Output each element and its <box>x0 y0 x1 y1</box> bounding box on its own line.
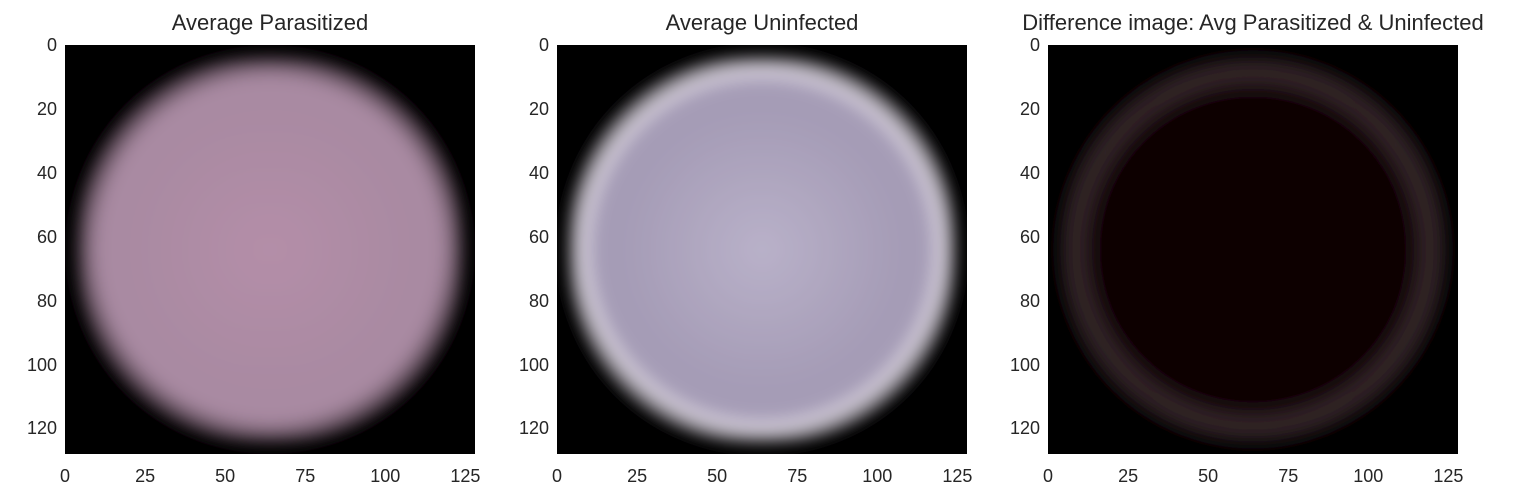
x-tick-label: 100 <box>370 466 401 486</box>
averaged-cell-image <box>567 55 957 444</box>
x-tick-label: 75 <box>1278 466 1299 486</box>
x-tick-label: 0 <box>59 466 70 486</box>
y-tick-label: 100 <box>1009 354 1040 375</box>
x-tick-label: 50 <box>215 466 236 486</box>
averaged-cell-image <box>75 55 465 444</box>
x-tick-label: 25 <box>1118 466 1139 486</box>
x-tick-label: 50 <box>1198 466 1219 486</box>
image-render <box>557 45 967 454</box>
y-tick-label: 0 <box>1029 35 1040 55</box>
image-area <box>557 45 967 454</box>
x-tick-label: 125 <box>942 466 973 486</box>
image-area <box>1048 45 1458 454</box>
x-tick-label: 0 <box>551 466 562 486</box>
y-tick-label: 120 <box>1009 418 1040 439</box>
chart-title: Average Parasitized <box>171 10 369 35</box>
image-area <box>65 45 475 454</box>
x-tick-label: 0 <box>1042 466 1053 486</box>
x-tick-label: 75 <box>295 466 316 486</box>
image-background <box>557 45 967 454</box>
x-tick-label: 100 <box>1353 466 1384 486</box>
y-tick-label: 120 <box>518 418 549 439</box>
y-tick-label: 20 <box>528 98 549 119</box>
y-tick-label: 20 <box>1019 98 1040 119</box>
y-tick-label: 0 <box>538 35 549 55</box>
y-tick-label: 60 <box>36 226 57 247</box>
y-tick-label: 40 <box>1019 162 1040 183</box>
x-tick-label: 25 <box>627 466 648 486</box>
y-tick-label: 80 <box>36 290 57 311</box>
y-tick-label: 60 <box>528 226 549 247</box>
y-tick-label: 40 <box>36 162 57 183</box>
x-tick-label: 125 <box>450 466 481 486</box>
image-render <box>1048 45 1458 454</box>
y-tick-label: 80 <box>528 290 549 311</box>
y-tick-label: 120 <box>26 418 57 439</box>
chart-title: Average Uninfected <box>665 10 859 35</box>
x-tick-label: 100 <box>862 466 893 486</box>
y-tick-label: 60 <box>1019 226 1040 247</box>
image-background <box>65 45 475 454</box>
y-tick-label: 20 <box>36 98 57 119</box>
x-tick-label: 125 <box>1433 466 1464 486</box>
y-tick-label: 100 <box>26 354 57 375</box>
y-tick-label: 80 <box>1019 290 1040 311</box>
x-tick-label: 25 <box>135 466 156 486</box>
image-render <box>65 45 475 454</box>
y-tick-label: 40 <box>528 162 549 183</box>
averaged-cell-image <box>1056 53 1450 446</box>
y-tick-label: 100 <box>518 354 549 375</box>
image-background <box>1048 45 1458 454</box>
x-tick-label: 75 <box>787 466 808 486</box>
chart-title: Difference image: Avg Parasitized & Unin… <box>1022 10 1484 35</box>
y-tick-label: 0 <box>46 35 57 55</box>
x-tick-label: 50 <box>707 466 728 486</box>
